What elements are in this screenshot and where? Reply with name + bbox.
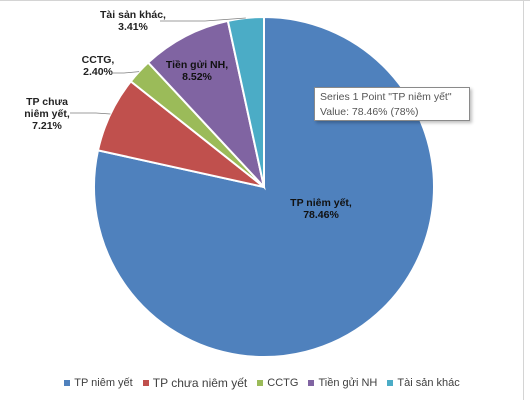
chart-legend: TP niêm yết TP chưa niêm yết CCTG Tiền gửi … [0, 374, 524, 392]
legend-swatch-1 [142, 380, 149, 386]
legend-label-1: TP chưa niêm yết [152, 376, 248, 390]
leader-line-1 [70, 112, 111, 115]
legend-item-1[interactable]: TP chưa niêm yết [142, 376, 248, 390]
data-label-3: Tiền gửi NH, 8.52% [166, 59, 228, 83]
data-label-1: TP chưa niêm yết, 7.21% [24, 96, 70, 132]
data-point-tooltip: Series 1 Point "TP niêm yết" Value: 78.4… [314, 87, 470, 121]
legend-label-3: Tiền gửi NH [318, 377, 378, 389]
legend-item-3[interactable]: Tiền gửi NH [308, 377, 377, 389]
tooltip-series-line: Series 1 Point "TP niêm yết" [320, 91, 452, 103]
legend-swatch-4 [387, 380, 394, 386]
data-label-2: CCTG, 2.40% [82, 54, 115, 78]
legend-item-4[interactable]: Tài sản khác [387, 377, 460, 389]
data-label-4: Tài sản khác, 3.41% [100, 9, 166, 33]
legend-swatch-0 [64, 380, 71, 386]
data-label-0: TP niêm yết, 78.46% [290, 197, 352, 221]
legend-label-4: Tài sản khác [397, 377, 460, 389]
pie-slice-3[interactable] [146, 19, 266, 191]
legend-label-0: TP niêm yết [74, 377, 133, 389]
legend-label-2: CCTG [267, 377, 299, 389]
legend-swatch-2 [257, 380, 264, 386]
leader-line-2 [112, 71, 140, 74]
legend-swatch-3 [308, 380, 315, 386]
legend-item-2[interactable]: CCTG [257, 377, 298, 389]
tooltip-value-line: Value: 78.46% (78%) [320, 106, 419, 118]
legend-item-0[interactable]: TP niêm yết [64, 377, 133, 389]
leader-line-4 [160, 17, 246, 22]
